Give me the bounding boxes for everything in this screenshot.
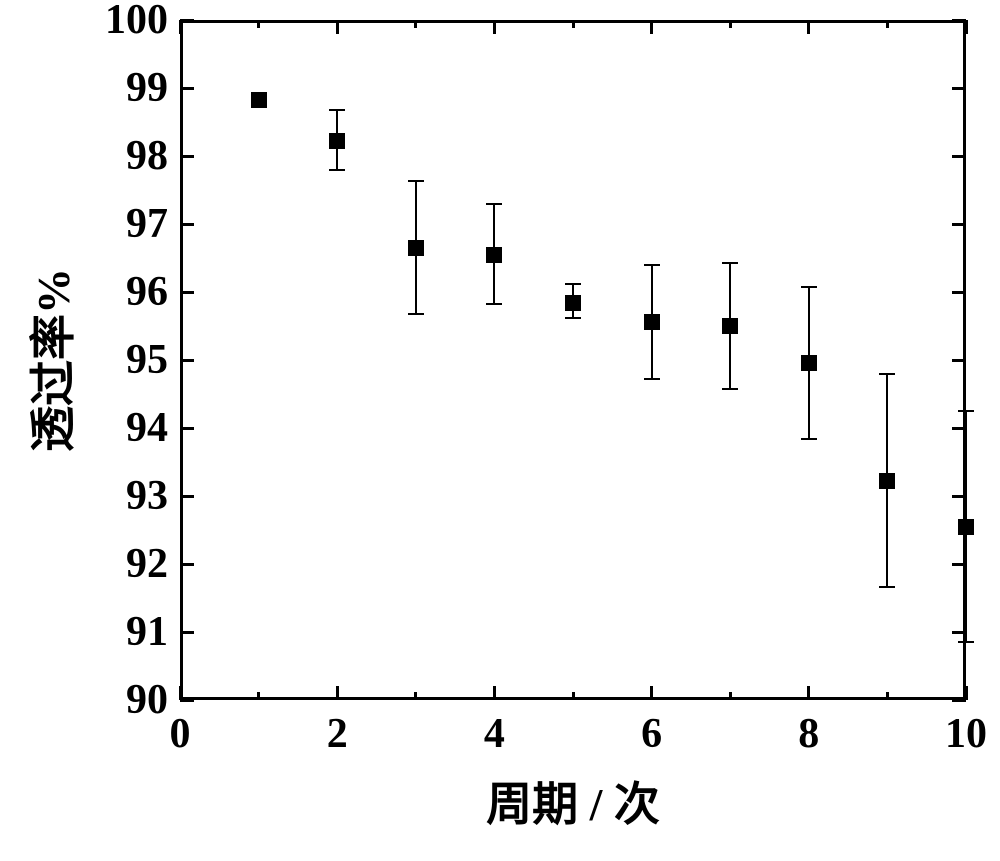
data-point	[565, 295, 581, 311]
data-point	[408, 240, 424, 256]
x-tick-label: 8	[798, 710, 819, 758]
y-tick-right	[952, 699, 966, 702]
y-tick	[180, 87, 194, 90]
y-tick	[180, 359, 194, 362]
data-point	[801, 355, 817, 371]
x-tick	[336, 686, 339, 700]
plot-area	[180, 20, 966, 700]
y-tick-label: 90	[126, 676, 168, 724]
error-cap	[329, 169, 345, 171]
y-tick-label: 96	[126, 268, 168, 316]
y-tick	[180, 427, 194, 430]
x-tick-label: 10	[945, 710, 987, 758]
x-tick-label: 2	[327, 710, 348, 758]
x-minor-tick-top	[572, 20, 575, 28]
x-tick-top	[965, 20, 968, 34]
y-tick-right	[952, 87, 966, 90]
error-cap	[565, 317, 581, 319]
x-minor-tick	[414, 692, 417, 700]
error-cap	[879, 586, 895, 588]
data-point	[722, 318, 738, 334]
error-cap	[408, 313, 424, 315]
x-tick-top	[336, 20, 339, 34]
data-point	[486, 247, 502, 263]
x-tick-top	[807, 20, 810, 34]
y-tick-right	[952, 155, 966, 158]
error-cap	[408, 180, 424, 182]
y-tick	[180, 19, 194, 22]
x-tick-label: 0	[170, 710, 191, 758]
x-minor-tick	[257, 692, 260, 700]
y-tick	[180, 631, 194, 634]
x-tick	[493, 686, 496, 700]
x-minor-tick	[729, 692, 732, 700]
y-tick	[180, 223, 194, 226]
x-minor-tick-top	[257, 20, 260, 28]
y-tick	[180, 699, 194, 702]
error-cap	[565, 283, 581, 285]
x-tick-top	[493, 20, 496, 34]
x-axis-label: 周期 / 次	[486, 768, 660, 834]
x-minor-tick-top	[886, 20, 889, 28]
x-tick	[650, 686, 653, 700]
data-point	[644, 314, 660, 330]
error-cap	[644, 264, 660, 266]
y-tick-label: 92	[126, 540, 168, 588]
error-cap	[722, 262, 738, 264]
y-tick-right	[952, 359, 966, 362]
error-cap	[486, 203, 502, 205]
x-minor-tick-top	[414, 20, 417, 28]
y-tick-right	[952, 291, 966, 294]
x-minor-tick-top	[729, 20, 732, 28]
y-tick-label: 94	[126, 404, 168, 452]
y-tick	[180, 291, 194, 294]
error-cap	[486, 303, 502, 305]
y-tick	[180, 563, 194, 566]
data-point	[958, 519, 974, 535]
y-tick-label: 98	[126, 132, 168, 180]
transmittance-chart: 0 2 4 6 8 10 90 91 92 93 94 95 96 97 98 99 100 周期 / 次 透过率%	[0, 0, 1000, 861]
y-tick-right	[952, 19, 966, 22]
y-tick-label: 99	[126, 64, 168, 112]
y-tick-right	[952, 495, 966, 498]
y-tick-label: 95	[126, 336, 168, 384]
x-tick-top	[650, 20, 653, 34]
x-minor-tick	[886, 692, 889, 700]
x-tick-label: 4	[484, 710, 505, 758]
y-tick-right	[952, 427, 966, 430]
error-cap	[801, 286, 817, 288]
data-point	[329, 133, 345, 149]
data-point	[251, 92, 267, 108]
y-tick-label: 97	[126, 200, 168, 248]
error-cap	[722, 388, 738, 390]
x-tick-top	[179, 20, 182, 34]
error-cap	[644, 378, 660, 380]
y-tick	[180, 155, 194, 158]
x-tick-label: 6	[641, 710, 662, 758]
error-cap	[879, 373, 895, 375]
y-tick-label: 93	[126, 472, 168, 520]
y-tick-right	[952, 563, 966, 566]
x-tick	[807, 686, 810, 700]
error-cap	[801, 438, 817, 440]
y-tick	[180, 495, 194, 498]
error-cap	[329, 109, 345, 111]
x-minor-tick	[572, 692, 575, 700]
y-tick-label: 100	[105, 0, 168, 44]
error-cap	[958, 410, 974, 412]
error-cap	[958, 641, 974, 643]
data-point	[879, 473, 895, 489]
y-tick-label: 91	[126, 608, 168, 656]
y-tick-right	[952, 223, 966, 226]
y-axis-label: 透过率%	[17, 268, 83, 452]
y-tick-right	[952, 631, 966, 634]
